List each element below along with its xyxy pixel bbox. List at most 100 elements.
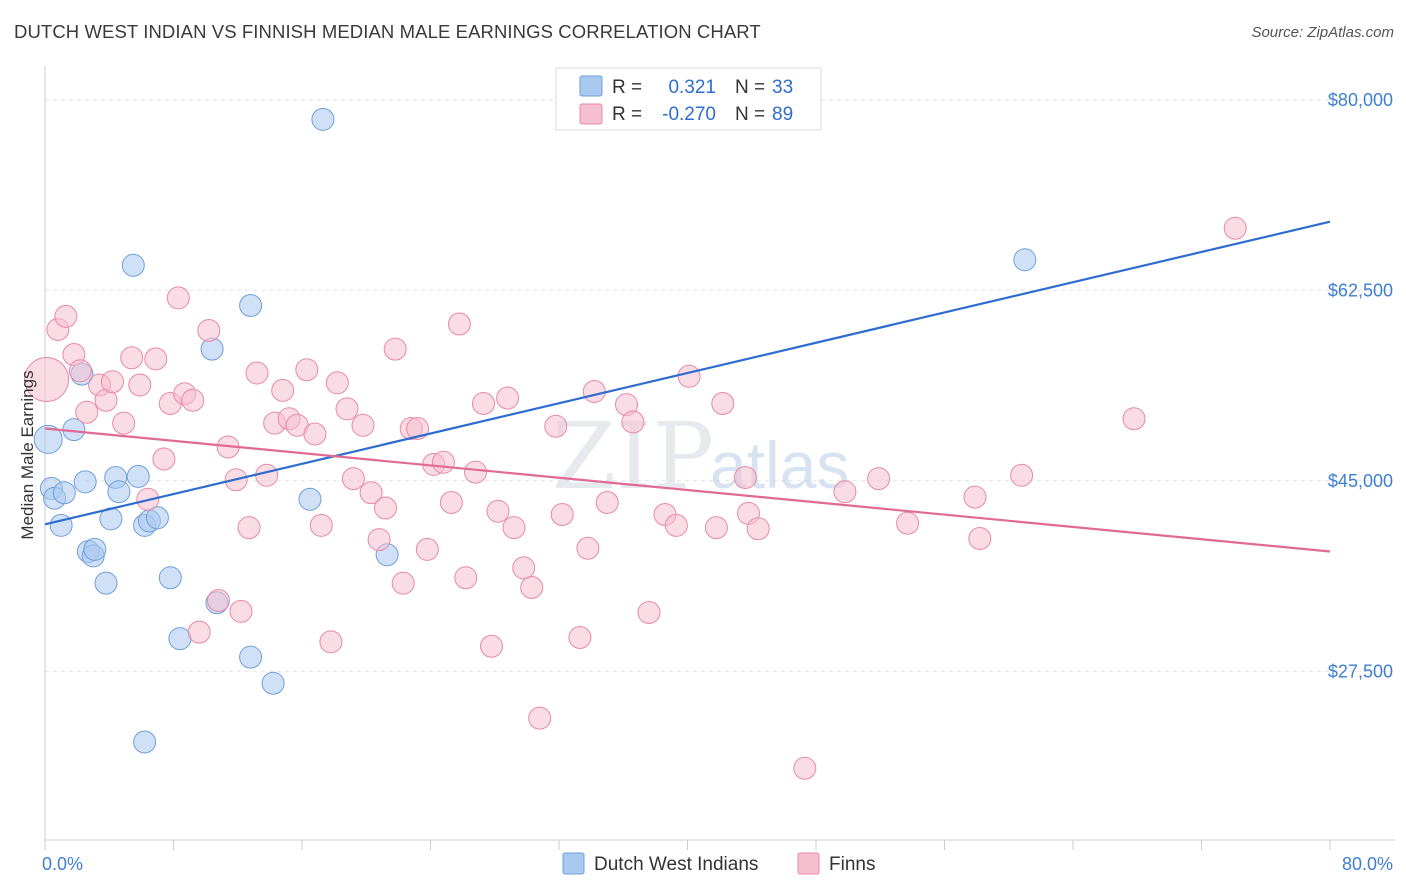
legend-r-label-dutch: R = <box>612 77 642 98</box>
finns-point-49 <box>431 450 455 474</box>
y-axis-label: Median Male Earnings <box>18 370 37 539</box>
finns-point-37 <box>335 397 359 421</box>
finns-point-27 <box>255 463 279 487</box>
legend-r-value-dutch: 0.321 <box>668 77 716 98</box>
finns-point-46 <box>406 417 430 440</box>
series-legend-label-finns: Finns <box>829 854 875 875</box>
y-tick-labels: $80,000 $62,500 $45,000 $27,500 <box>1328 90 1393 681</box>
finns-point-4 <box>68 359 92 383</box>
dutch-point-25 <box>239 645 263 669</box>
correlation-legend: R = 0.321 N = 33 R = -0.270 N = 89 <box>555 67 822 131</box>
finns-point-13 <box>144 347 168 371</box>
series-legend-swatch-dutch <box>562 852 585 875</box>
dutch-point-15 <box>121 253 145 277</box>
finns-point-25 <box>237 516 261 540</box>
source-credit: Source: ZipAtlas.com <box>1251 24 1394 41</box>
y-tick-label-3: $27,500 <box>1328 661 1393 681</box>
series-legend-label-dutch: Dutch West Indians <box>594 854 758 875</box>
finns-trend-line <box>44 427 1331 553</box>
series-legend: Dutch West Indians Finns <box>562 852 875 875</box>
finns-point-84 <box>963 485 987 509</box>
finns-point-50 <box>439 491 463 514</box>
finns-point-38 <box>341 467 365 491</box>
finns-point-58 <box>502 516 526 540</box>
finns-point-61 <box>528 706 552 730</box>
dutch-trend-line <box>44 220 1331 526</box>
dutch-point-4 <box>52 481 76 505</box>
x-tick-label-0: 0.0% <box>42 854 83 874</box>
finns-point-47 <box>415 537 439 561</box>
finns-point-69 <box>621 410 645 434</box>
finns-point-43 <box>383 337 407 361</box>
dutch-point-31 <box>1013 248 1037 272</box>
finns-point-76 <box>733 466 757 489</box>
dutch-point-30 <box>133 730 157 754</box>
dutch-point-27 <box>298 487 322 511</box>
finns-point-24 <box>229 599 253 623</box>
dutch-point-26 <box>261 671 285 695</box>
watermark-atlas: atlas <box>710 428 849 502</box>
dutch-point-10 <box>83 537 107 561</box>
chart-title: DUTCH WEST INDIAN VS FINNISH MEDIAN MALE… <box>14 21 761 42</box>
dutch-point-11 <box>94 571 118 595</box>
dutch-point-7 <box>73 470 97 494</box>
finns-point-82 <box>896 511 920 535</box>
finns-point-80 <box>833 480 857 504</box>
finns-point-60 <box>520 576 544 599</box>
dutch-point-20 <box>158 566 182 590</box>
finns-point-66 <box>582 380 606 403</box>
finns-point-75 <box>711 392 735 415</box>
legend-r-label-finns: R = <box>612 104 642 125</box>
x-tick-labels: 0.0% 80.0% <box>42 854 1393 874</box>
finns-point-79 <box>793 756 817 780</box>
dutch-point-0 <box>33 424 63 454</box>
legend-n-value-dutch: 33 <box>772 77 793 98</box>
finns-point-41 <box>367 528 391 552</box>
finns-point-52 <box>454 566 478 590</box>
finns-point-53 <box>464 460 487 484</box>
legend-swatch-finns <box>579 103 603 125</box>
series-legend-swatch-finns <box>797 852 820 875</box>
finns-point-36 <box>325 371 349 395</box>
finns-point-62 <box>544 414 568 438</box>
finns-point-11 <box>128 373 152 397</box>
finns-point-67 <box>595 491 619 514</box>
finns-point-14 <box>152 447 176 471</box>
legend-n-label-dutch: N = <box>735 77 765 98</box>
legend-n-label-finns: N = <box>735 104 765 125</box>
finns-point-18 <box>181 388 205 412</box>
finns-point-39 <box>351 413 375 437</box>
finns-point-32 <box>295 358 319 382</box>
finns-point-70 <box>637 601 661 624</box>
legend-swatch-dutch <box>579 75 603 97</box>
trend-lines <box>44 220 1331 553</box>
finns-point-59 <box>512 556 536 580</box>
finns-point-56 <box>486 499 510 523</box>
dutch-point-21 <box>168 627 192 651</box>
finns-point-57 <box>496 386 520 410</box>
finns-point-34 <box>309 513 333 537</box>
finns-point-55 <box>480 634 503 658</box>
finns-point-85 <box>1010 463 1034 487</box>
finns-point-51 <box>447 312 471 336</box>
finns-point-8 <box>101 370 124 394</box>
finns-point-26 <box>245 361 269 385</box>
finns-point-64 <box>568 626 592 649</box>
finns-point-16 <box>166 286 190 310</box>
finns-point-20 <box>197 319 221 342</box>
x-tick-label-1: 80.0% <box>1342 854 1393 874</box>
finns-point-19 <box>187 620 211 644</box>
finns-point-81 <box>867 467 891 491</box>
finns-point-21 <box>207 589 230 612</box>
finns-point-44 <box>391 571 415 595</box>
finns-point-73 <box>677 364 701 388</box>
legend-r-value-finns: -0.270 <box>662 104 716 125</box>
finns-point-0 <box>24 357 70 402</box>
dutch-point-28 <box>311 107 335 131</box>
watermark: ZIP atlas <box>552 403 849 510</box>
finns-point-74 <box>704 516 728 540</box>
finns-point-63 <box>550 503 574 526</box>
finns-point-65 <box>576 536 600 560</box>
finns-point-5 <box>75 400 99 424</box>
